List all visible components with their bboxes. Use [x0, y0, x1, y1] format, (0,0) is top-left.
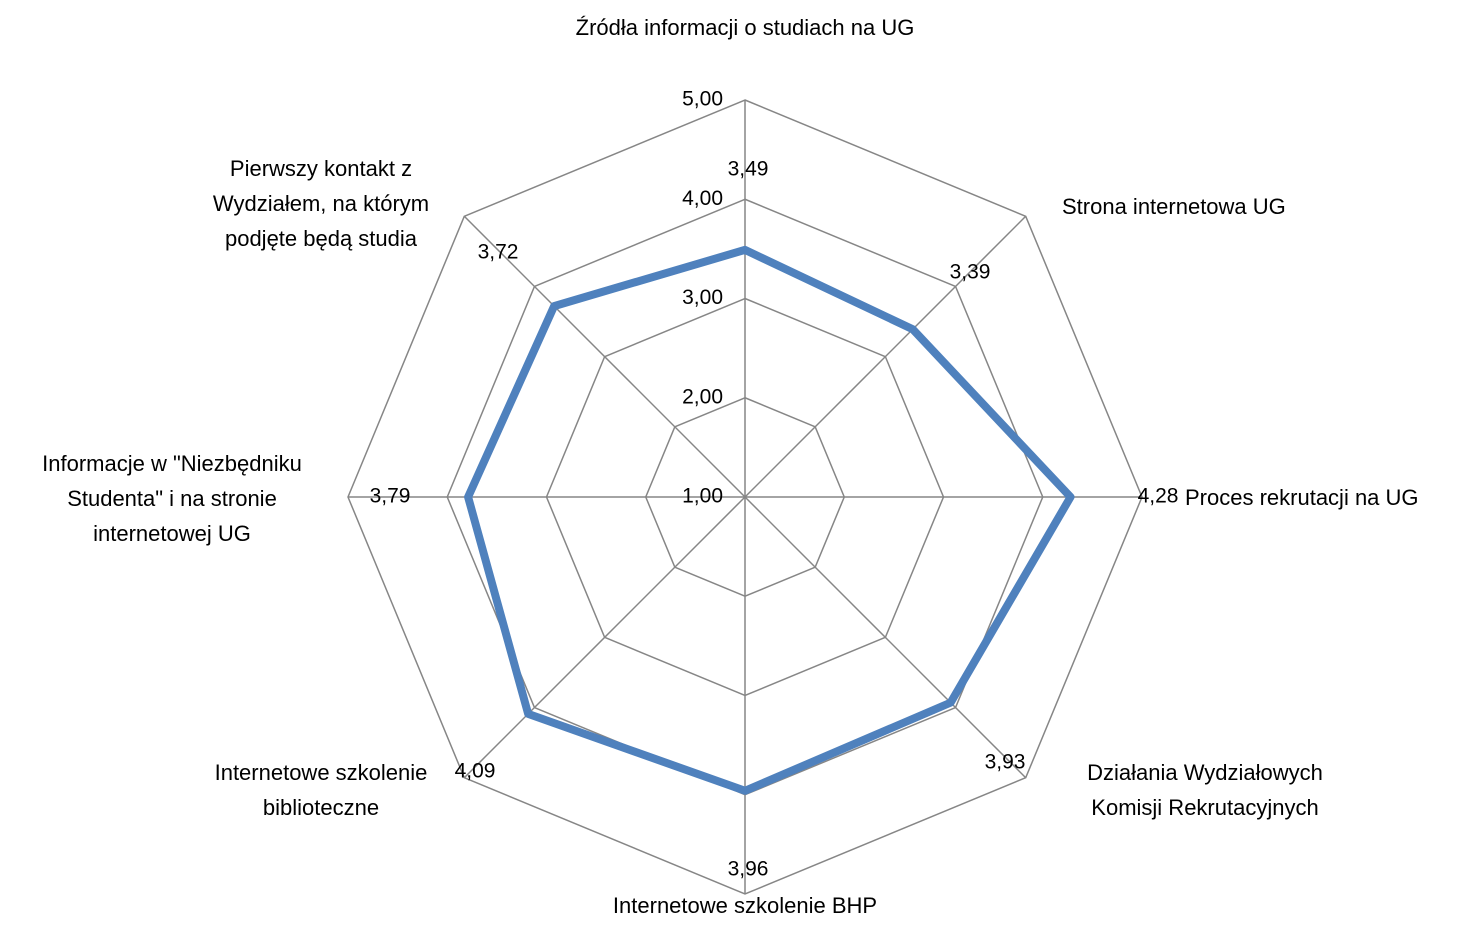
- r-tick-label: 3,00: [682, 286, 723, 309]
- category-label: Strona internetowa UG: [1062, 194, 1286, 219]
- r-tick-label: 2,00: [682, 385, 723, 408]
- data-line: [464, 245, 1075, 795]
- value-label: 3,72: [478, 241, 519, 264]
- value-label: 3,93: [985, 751, 1026, 774]
- value-label: 4,28: [1138, 485, 1179, 508]
- spoke: [744, 496, 1027, 779]
- value-label: 4,09: [455, 760, 496, 783]
- category-label: Proces rekrutacji na UG: [1185, 485, 1419, 510]
- category-label: Informacje w "Niezbędniku Studenta" i na…: [42, 451, 302, 546]
- category-label: Źródła informacji o studiach na UG: [575, 15, 915, 40]
- value-label: 3,96: [728, 858, 769, 881]
- value-label: 3,49: [728, 158, 769, 181]
- value-label: 3,79: [370, 485, 411, 508]
- spoke: [463, 215, 746, 498]
- r-tick-label: 4,00: [682, 187, 723, 210]
- category-label: Pierwszy kontakt z Wydziałem, na którym …: [212, 156, 430, 251]
- spoke: [463, 496, 746, 779]
- category-label: Internetowe szkolenie BHP: [612, 893, 878, 918]
- spoke: [744, 215, 1027, 498]
- category-label: Internetowe szkolenie biblioteczne: [214, 760, 428, 820]
- value-label: 3,39: [950, 261, 991, 284]
- r-tick-label: 5,00: [682, 88, 723, 111]
- category-label: Działania Wydziałowych Komisji Rekrutacy…: [1087, 760, 1323, 820]
- r-tick-label: 1,00: [682, 485, 723, 508]
